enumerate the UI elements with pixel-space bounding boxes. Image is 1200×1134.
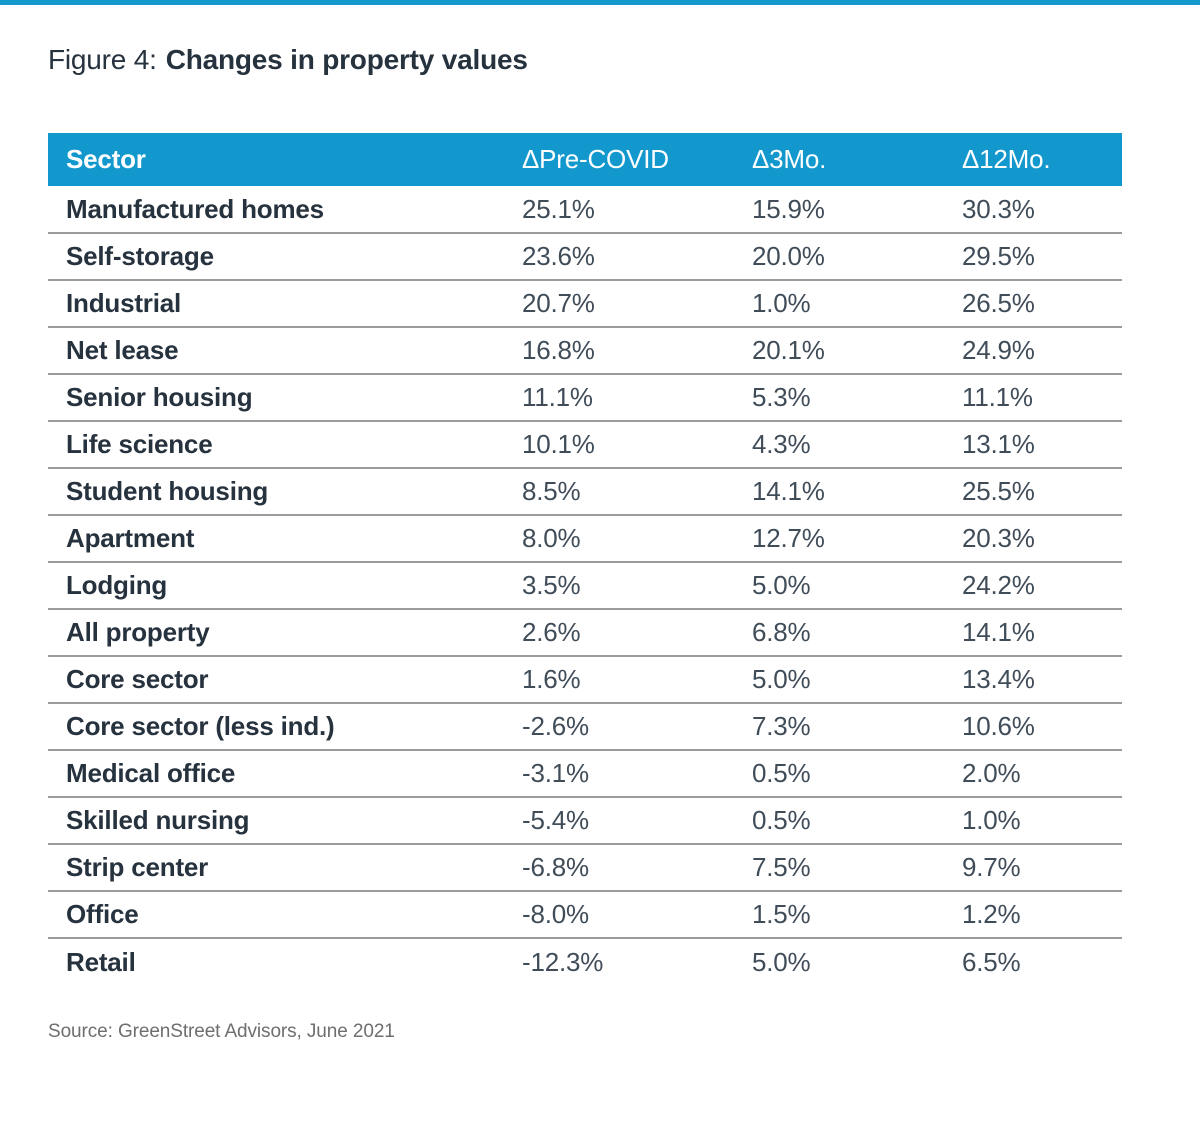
column-header-pre-covid: ΔPre-COVID — [522, 133, 752, 186]
sector-cell: Strip center — [48, 844, 522, 892]
value-cell: 1.6% — [522, 656, 752, 704]
value-cell: -3.1% — [522, 750, 752, 798]
brand-accent-bar — [0, 0, 1200, 5]
value-cell: 7.3% — [752, 703, 962, 751]
table-row: All property 2.6% 6.8% 14.1% — [48, 609, 1122, 657]
sector-cell: Office — [48, 891, 522, 939]
value-cell: -6.8% — [522, 844, 752, 892]
source-note: Source: GreenStreet Advisors, June 2021 — [48, 1021, 395, 1042]
value-cell: 8.5% — [522, 468, 752, 516]
figure-heading: Figure 4: Changes in property values — [48, 43, 1122, 77]
figure-title-text: Changes in property values — [165, 44, 528, 75]
value-cell: 16.8% — [522, 327, 752, 375]
sector-cell: Senior housing — [48, 374, 522, 422]
sector-cell: Student housing — [48, 468, 522, 516]
value-cell: 26.5% — [962, 280, 1122, 328]
table-row: Manufactured homes 25.1% 15.9% 30.3% — [48, 186, 1122, 234]
table-row: Apartment 8.0% 12.7% 20.3% — [48, 515, 1122, 563]
value-cell: 3.5% — [522, 562, 752, 610]
table-row: Net lease 16.8% 20.1% 24.9% — [48, 327, 1122, 375]
value-cell: -12.3% — [522, 946, 604, 977]
value-cell: -2.6% — [522, 703, 752, 751]
value-cell: 6.5% — [962, 946, 1021, 977]
value-cell: 10.1% — [522, 421, 752, 469]
value-cell: 29.5% — [962, 233, 1122, 281]
value-cell: 5.0% — [752, 656, 962, 704]
value-cell: 10.6% — [962, 703, 1122, 751]
table-row: Office -8.0% 1.5% 1.2% — [48, 891, 1122, 939]
value-cell: 5.0% — [752, 562, 962, 610]
header-row: Sector ΔPre-COVID Δ3Mo. Δ12Mo. — [48, 133, 1122, 186]
value-cell: 25.1% — [522, 186, 752, 234]
table-row: Lodging 3.5% 5.0% 24.2% — [48, 562, 1122, 610]
value-cell: 20.3% — [962, 515, 1122, 563]
sector-cell: Net lease — [48, 327, 522, 375]
value-cell: 23.6% — [522, 233, 752, 281]
property-values-table: Sector ΔPre-COVID Δ3Mo. Δ12Mo. Manufactu… — [48, 133, 1122, 985]
table-header: Sector ΔPre-COVID Δ3Mo. Δ12Mo. — [48, 133, 1122, 186]
value-cell: 11.1% — [522, 374, 752, 422]
value-cell: -5.4% — [522, 797, 752, 845]
sector-cell: Medical office — [48, 750, 522, 798]
sector-cell: Core sector (less ind.) — [48, 703, 522, 751]
value-cell: 1.0% — [752, 280, 962, 328]
sector-cell: Retail — [66, 946, 136, 977]
table-row: Life science 10.1% 4.3% 13.1% — [48, 421, 1122, 469]
table-row: Medical office -3.1% 0.5% 2.0% — [48, 750, 1122, 798]
value-cell: 13.4% — [962, 656, 1122, 704]
sector-cell: Industrial — [48, 280, 522, 328]
table-body: Manufactured homes 25.1% 15.9% 30.3% Sel… — [48, 186, 1122, 985]
value-cell: 5.0% — [752, 946, 811, 977]
table-row: Senior housing 11.1% 5.3% 11.1% — [48, 374, 1122, 422]
value-cell: 1.5% — [752, 891, 962, 939]
value-cell: 6.8% — [752, 609, 962, 657]
value-cell: 11.1% — [962, 374, 1122, 422]
table-row: Student housing 8.5% 14.1% 25.5% — [48, 468, 1122, 516]
table-row: Industrial 20.7% 1.0% 26.5% — [48, 280, 1122, 328]
value-cell: 30.3% — [962, 186, 1122, 234]
column-header-12mo: Δ12Mo. — [962, 133, 1122, 186]
value-cell: 20.0% — [752, 233, 962, 281]
sector-cell: Apartment — [48, 515, 522, 563]
value-cell: 1.2% — [962, 891, 1122, 939]
value-cell: 8.0% — [522, 515, 752, 563]
value-cell: 24.9% — [962, 327, 1122, 375]
sector-cell: Manufactured homes — [48, 186, 522, 234]
value-cell: 15.9% — [752, 186, 962, 234]
value-cell: 4.3% — [752, 421, 962, 469]
table-row: Strip center -6.8% 7.5% 9.7% — [48, 844, 1122, 892]
sector-cell: Skilled nursing — [48, 797, 522, 845]
table-row: Core sector 1.6% 5.0% 13.4% — [48, 656, 1122, 704]
value-cell: 12.7% — [752, 515, 962, 563]
sector-cell: Self-storage — [48, 233, 522, 281]
table-row: Core sector (less ind.) -2.6% 7.3% 10.6% — [48, 703, 1122, 751]
value-cell: 14.1% — [752, 468, 962, 516]
column-header-3mo: Δ3Mo. — [752, 133, 962, 186]
value-cell: 25.5% — [962, 468, 1122, 516]
value-cell: 0.5% — [752, 797, 962, 845]
value-cell: 0.5% — [752, 750, 962, 798]
value-cell: 9.7% — [962, 844, 1122, 892]
value-cell: 13.1% — [962, 421, 1122, 469]
value-cell: 24.2% — [962, 562, 1122, 610]
sector-cell: Life science — [48, 421, 522, 469]
table-row: Retail -12.3% 5.0% 6.5% — [48, 938, 1122, 985]
value-cell: 14.1% — [962, 609, 1122, 657]
value-cell: 20.1% — [752, 327, 962, 375]
value-cell: 7.5% — [752, 844, 962, 892]
table-row: Skilled nursing -5.4% 0.5% 1.0% — [48, 797, 1122, 845]
sector-cell: All property — [48, 609, 522, 657]
sector-cell: Core sector — [48, 656, 522, 704]
value-cell: 20.7% — [522, 280, 752, 328]
value-cell: 5.3% — [752, 374, 962, 422]
figure-page: Figure 4: Changes in property values Sect… — [0, 43, 1200, 1043]
value-cell: 2.0% — [962, 750, 1122, 798]
sector-cell: Lodging — [48, 562, 522, 610]
value-cell: 1.0% — [962, 797, 1122, 845]
value-cell: 2.6% — [522, 609, 752, 657]
value-cell: -8.0% — [522, 891, 752, 939]
table-row: Self-storage 23.6% 20.0% 29.5% — [48, 233, 1122, 281]
column-header-sector: Sector — [48, 133, 522, 186]
figure-label: Figure 4: — [48, 44, 157, 75]
